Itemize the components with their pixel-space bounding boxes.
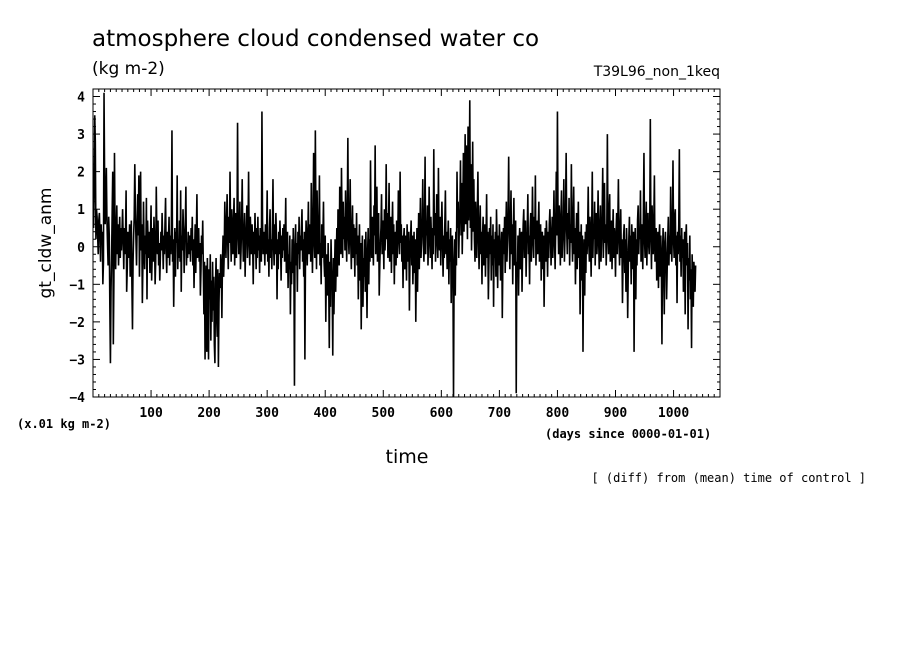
y-tick-label: 2	[77, 166, 85, 181]
y-tick-label: −3	[69, 353, 85, 368]
run-name: T39L96_non_1keq	[593, 64, 720, 80]
x-axis-label: time	[386, 446, 429, 468]
footnote: [ (diff) from (mean) time of control ]	[591, 471, 866, 485]
chart-title: atmosphere cloud condensed water co	[92, 26, 539, 52]
y-tick-label: 3	[77, 128, 85, 143]
x-tick-label: 400	[313, 406, 337, 421]
y-tick-label: −4	[69, 391, 85, 406]
x-tick-label: 200	[197, 406, 221, 421]
x-axis: 100 200 300 400 500 600 700 800 900 1000	[98, 89, 715, 421]
chart-units: (kg m-2)	[92, 59, 165, 79]
y-tick-label: −2	[69, 316, 85, 331]
series-line-0	[92, 92, 697, 398]
x-tick-label: 500	[372, 406, 396, 421]
y-axis-units: (x.01 kg m-2)	[17, 417, 111, 431]
y-axis: −4 −3 −2 −1 0 1 2 3 4	[69, 88, 720, 406]
x-tick-label: 600	[430, 406, 454, 421]
x-tick-label: 1000	[658, 406, 689, 421]
y-tick-label: 4	[77, 91, 85, 106]
plot-area	[92, 92, 697, 398]
x-tick-label: 800	[546, 406, 570, 421]
x-axis-units: (days since 0000-01-01)	[545, 427, 711, 441]
x-tick-label: 900	[604, 406, 628, 421]
y-tick-label: 1	[77, 203, 85, 218]
y-tick-label: −1	[69, 278, 85, 293]
x-tick-label: 100	[139, 406, 163, 421]
x-tick-label: 700	[488, 406, 512, 421]
y-tick-label: 0	[77, 241, 85, 256]
y-axis-label: gt_cldw_anm	[36, 188, 56, 299]
x-tick-label: 300	[255, 406, 279, 421]
